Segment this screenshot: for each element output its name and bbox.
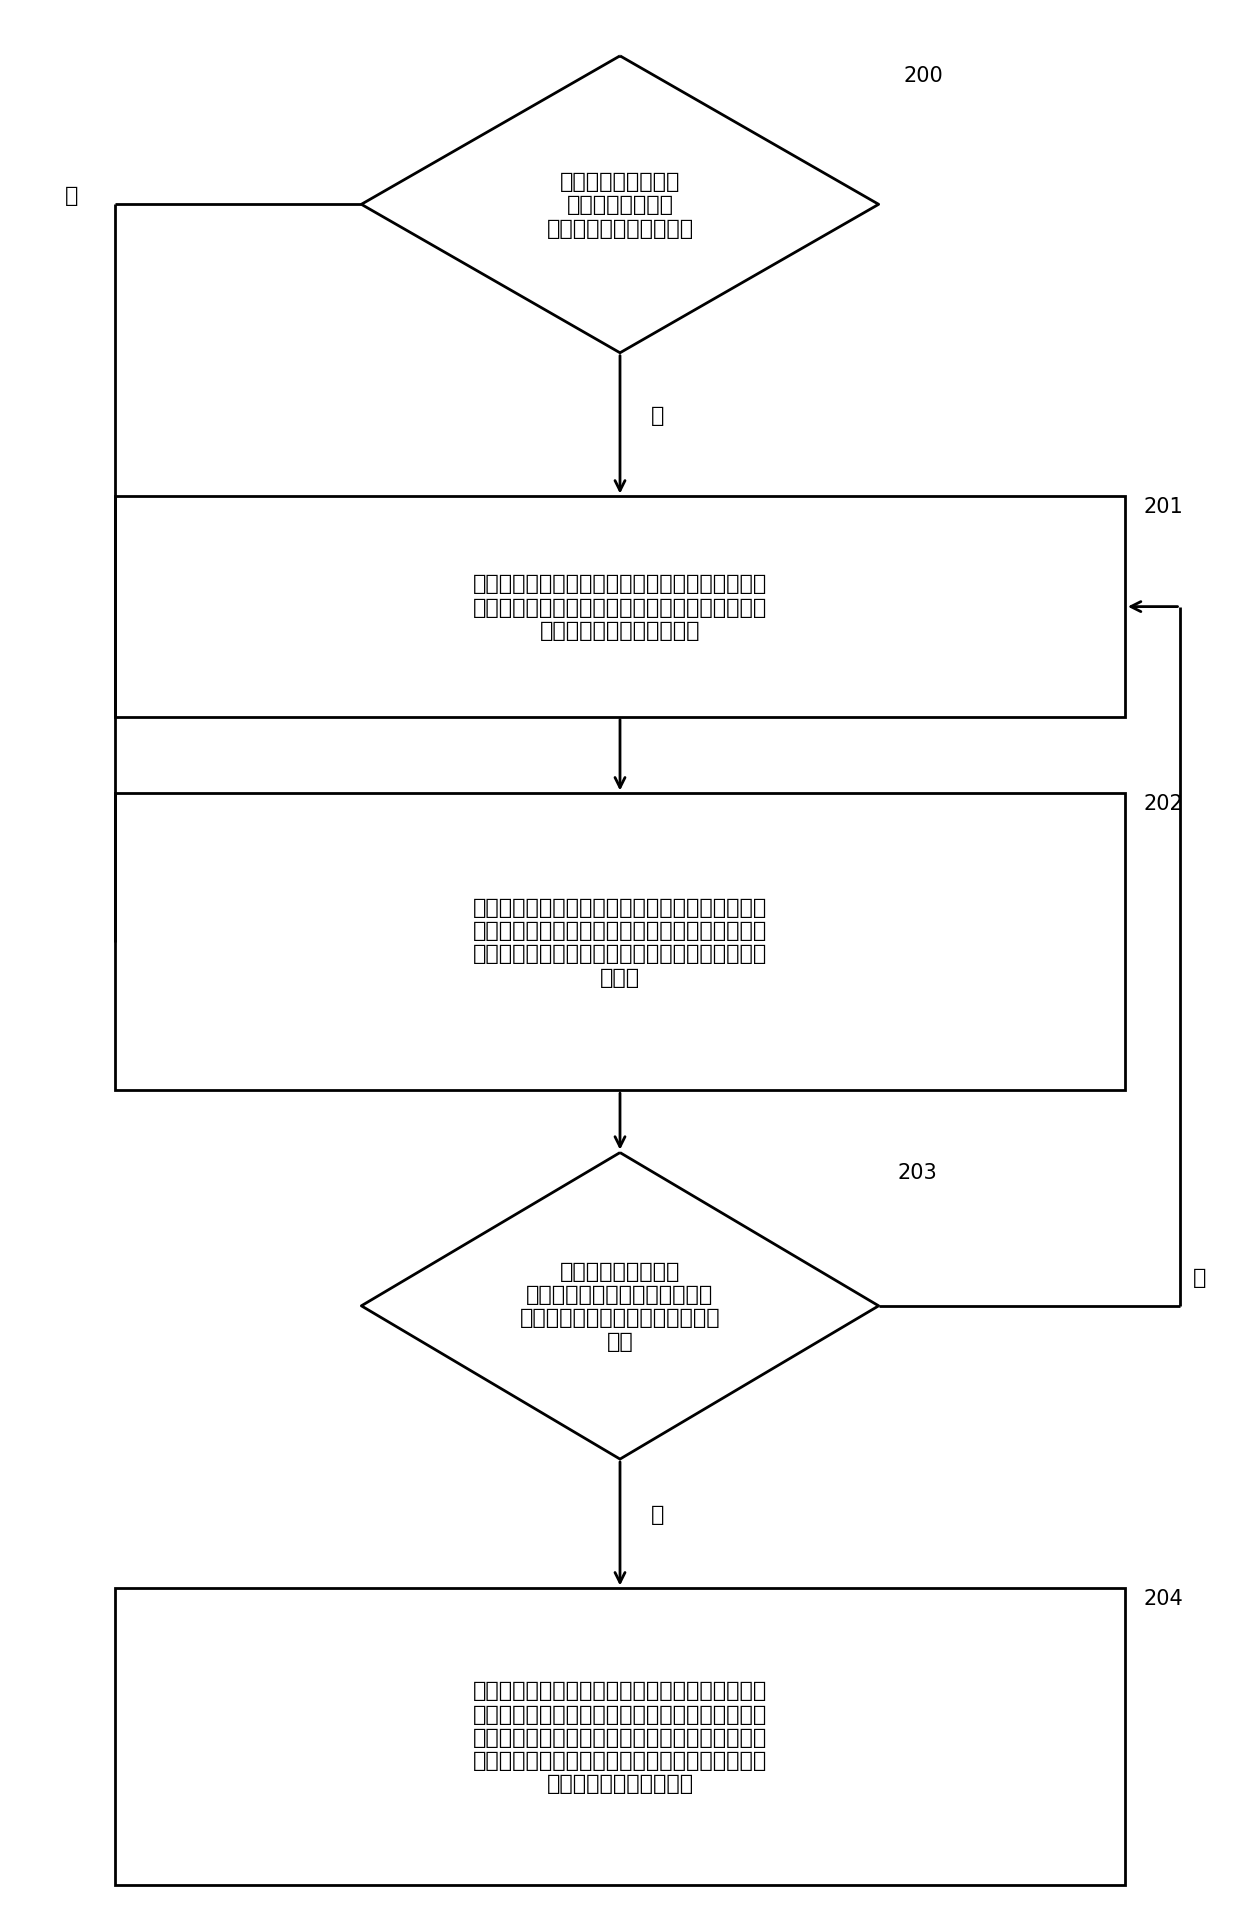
Bar — [115, 1588, 1125, 1885]
Text: 203: 203 — [897, 1163, 937, 1183]
Text: 是: 是 — [651, 1504, 665, 1525]
Text: 输出预设的画面信号至所述中央处理器，由所述中
央处理器输出所述预设的画面信号至所述显示屏，
其中，所述预设的画面信号包括多媒体信号异常提
示信息: 输出预设的画面信号至所述中央处理器，由所述中 央处理器输出所述预设的画面信号至所… — [472, 898, 768, 986]
Bar — [115, 498, 1125, 717]
Text: 否: 否 — [1193, 1267, 1207, 1286]
Text: 否: 否 — [651, 406, 665, 425]
Text: 判断通过多媒体信号
输入接口接收到的
多媒体信号是否出现异常: 判断通过多媒体信号 输入接口接收到的 多媒体信号是否出现异常 — [547, 171, 693, 238]
Text: 201: 201 — [1143, 498, 1183, 517]
Text: 200: 200 — [903, 67, 944, 87]
Text: 输出所接收到的多媒体信号至所述显示装置的中央
处理器，由所述中央处理器输出接收到的多媒体信
号至所述显示装置的显示屏: 输出所接收到的多媒体信号至所述显示装置的中央 处理器，由所述中央处理器输出接收到… — [472, 575, 768, 640]
Text: 是: 是 — [64, 187, 78, 206]
Bar — [115, 794, 1125, 1090]
Text: 确定所述多媒体信号输入接口与所述外部设备的连
接断开，发送指令至所述中央处理器，由所述中央
处理器响应所述指令，产生显示屏关闭指令，其中
，所述指令包括所述多媒: 确定所述多媒体信号输入接口与所述外部设备的连 接断开，发送指令至所述中央处理器，… — [472, 1681, 768, 1794]
Text: 204: 204 — [1143, 1588, 1183, 1608]
Text: 202: 202 — [1143, 794, 1183, 813]
Text: 判断通过多媒体信号
输入接口接收到的多媒体信号出
现异常的持续时间是否达到预设时
间值: 判断通过多媒体信号 输入接口接收到的多媒体信号出 现异常的持续时间是否达到预设时… — [520, 1261, 720, 1352]
